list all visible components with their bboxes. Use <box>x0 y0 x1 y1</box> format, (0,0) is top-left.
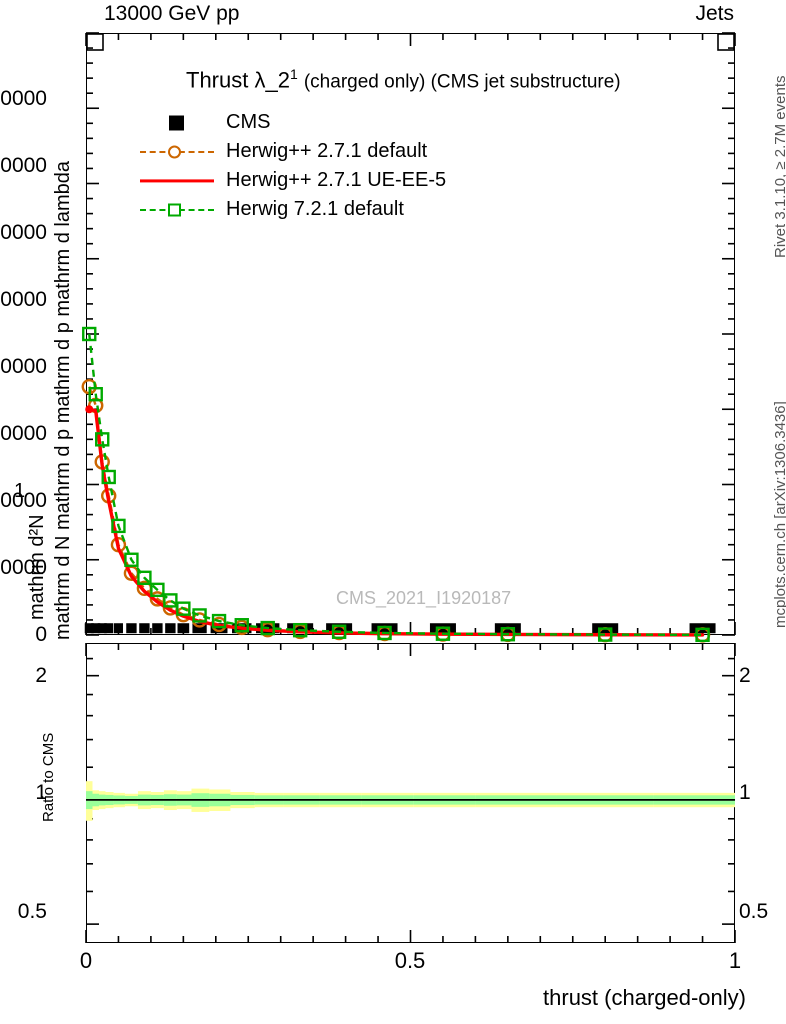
x-tick-label-0: 0 <box>79 948 93 973</box>
ratio-y-tick-label-05: 0.5 <box>17 900 47 923</box>
y-tick-label-50000: 50000 <box>0 288 47 311</box>
main-plot-frame <box>86 33 735 635</box>
analysis-id-watermark: CMS_2021_I1920187 <box>336 588 512 608</box>
legend: CMS Herwig++ 2.7.1 default Herwig++ 2.7.… <box>140 108 446 224</box>
ratio-y-tick-label-2: 2 <box>35 664 47 687</box>
circle-marker-icon <box>168 145 181 158</box>
x-axis-title: thrust (charged-only) <box>543 985 746 1010</box>
x-tick-label-05: 0.5 <box>394 948 426 973</box>
solid-line-icon <box>140 178 214 183</box>
y-tick-label-40000: 40000 <box>0 355 47 378</box>
legend-label-cms: CMS <box>226 111 271 133</box>
y-tick-label-30000: 30000 <box>0 422 47 445</box>
y-tick-label-10000: 10000 <box>0 556 47 579</box>
square-marker-icon <box>169 115 184 130</box>
ratio-y-tick-label-right-1: 1 <box>739 781 751 804</box>
legend-item-herwigpp-ueee5[interactable]: Herwig++ 2.7.1 UE-EE-5 <box>140 166 446 195</box>
legend-item-cms[interactable]: CMS <box>140 108 446 137</box>
plot-title-main: Thrust λ_2 <box>186 67 290 93</box>
legend-key-herwigpp-ueee5 <box>140 170 214 192</box>
header-category-label: Jets <box>695 2 734 25</box>
ratio-y-tick-label-1: 1 <box>35 781 47 804</box>
y-tick-label-70000: 70000 <box>0 154 47 177</box>
legend-label-herwigpp-default: Herwig++ 2.7.1 default <box>226 140 428 162</box>
legend-key-herwig7-default <box>140 199 214 221</box>
ratio-y-tick-label-right-2: 2 <box>739 664 751 687</box>
plot-title-superscript: 1 <box>289 66 298 82</box>
y-tick-label-20000: 20000 <box>0 489 47 512</box>
legend-key-cms <box>140 112 214 134</box>
legend-item-herwigpp-default[interactable]: Herwig++ 2.7.1 default <box>140 137 446 166</box>
ratio-y-tick-label-right-05: 0.5 <box>739 900 769 923</box>
legend-label-herwigpp-ueee5: Herwig++ 2.7.1 UE-EE-5 <box>226 169 447 191</box>
y-axis-title-one: 1 <box>14 480 26 502</box>
plot-title-rest: (charged only) (CMS jet substructure) <box>303 71 621 93</box>
header-beam-label: 13000 GeV pp <box>104 2 240 25</box>
y-tick-label-60000: 60000 <box>0 221 47 244</box>
legend-key-herwigpp-default <box>140 141 214 163</box>
x-tick-label-1: 1 <box>728 948 742 973</box>
square-outline-marker-icon <box>168 203 181 216</box>
y-tick-label-80000: 80000 <box>0 87 47 110</box>
y-tick-label-0: 0 <box>35 623 47 646</box>
page-title: Thrust λ_21 (charged only) (CMS jet subs… <box>186 66 621 93</box>
legend-item-herwig7-default[interactable]: Herwig 7.2.1 default <box>140 195 446 224</box>
legend-label-herwig7-default: Herwig 7.2.1 default <box>226 198 404 220</box>
